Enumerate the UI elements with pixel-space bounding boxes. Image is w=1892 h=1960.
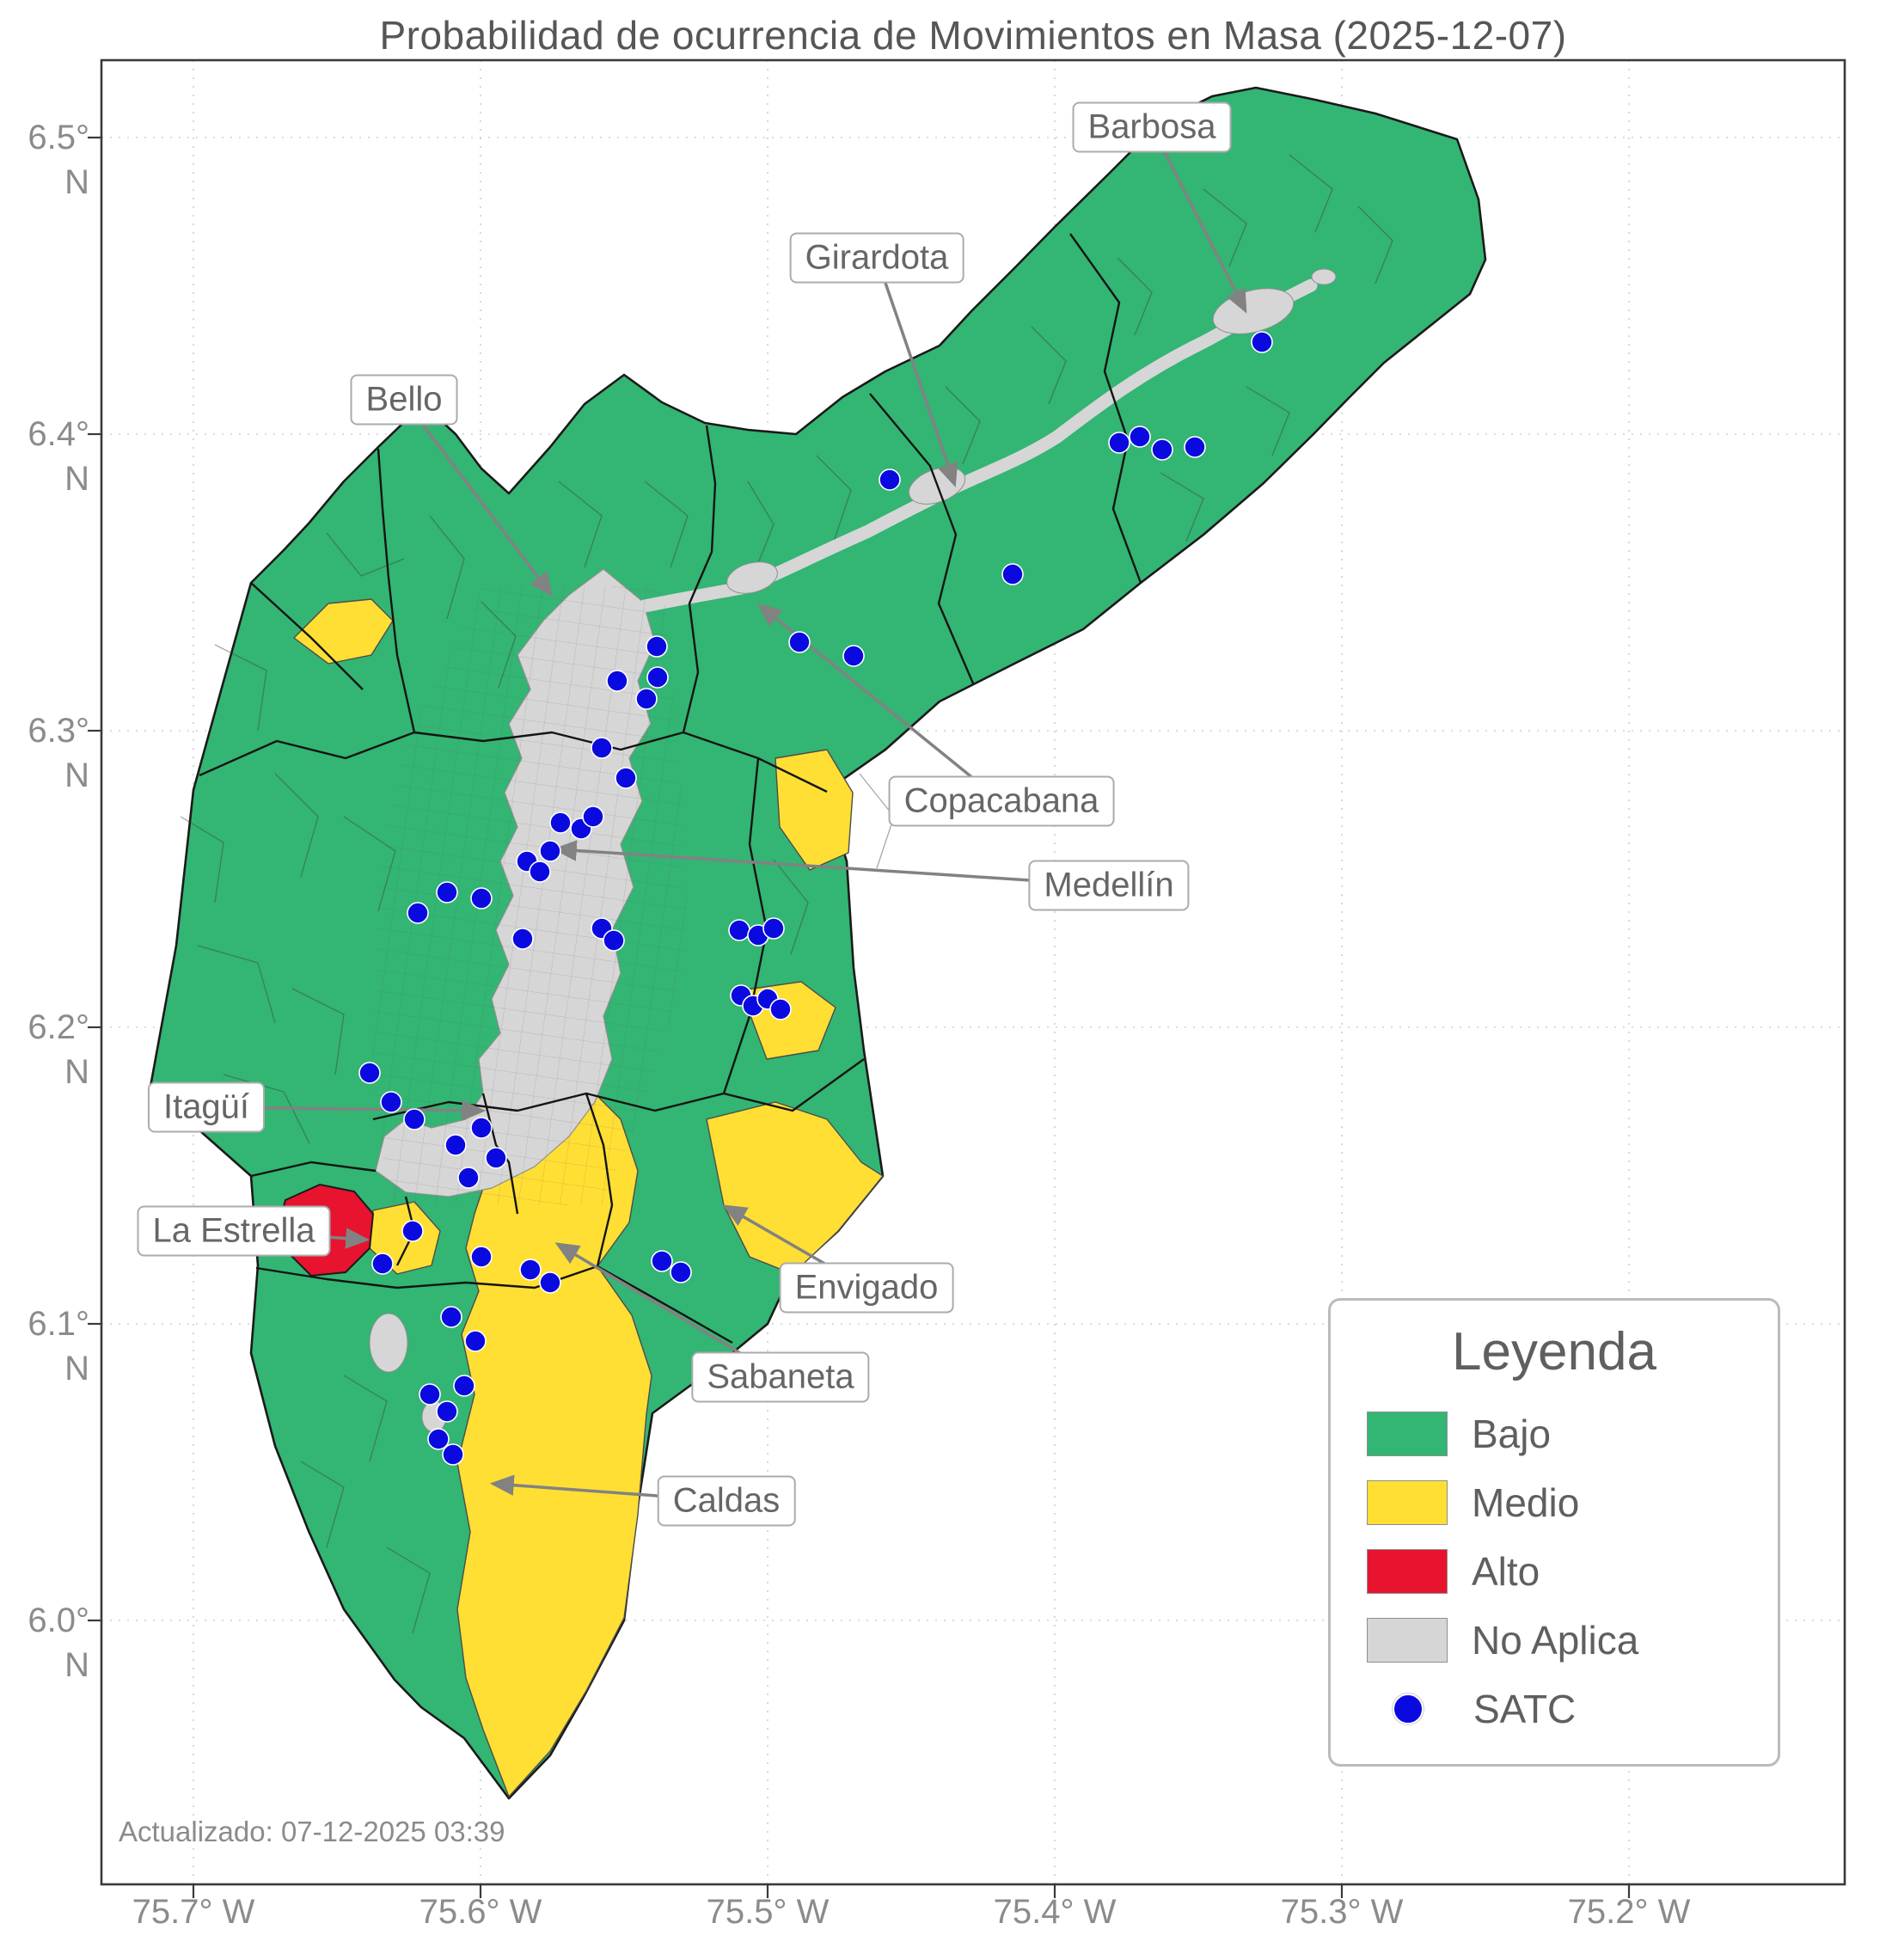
y-tick-label-0: 6.5° N <box>28 119 89 201</box>
satc-point <box>591 737 613 759</box>
map-title: Probabilidad de ocurrencia de Movimiento… <box>379 13 1567 58</box>
legend-swatch-medio <box>1367 1480 1448 1525</box>
legend-item-satc: SATC <box>1331 1675 1778 1743</box>
regions-medio <box>293 598 884 1798</box>
satc-point <box>457 1167 480 1189</box>
legend-satc-marker <box>1393 1694 1424 1724</box>
satc-point <box>440 1306 462 1328</box>
annotation-label-bello: Bello <box>350 374 458 426</box>
satc-point <box>511 928 534 950</box>
satc-point <box>470 1117 493 1139</box>
satc-point <box>842 645 865 667</box>
annotation-label-itagui: Itagüí <box>147 1081 266 1133</box>
annotation-label-medellin: Medellín <box>1028 860 1190 911</box>
legend-item-medio: Medio <box>1331 1468 1778 1537</box>
annotation-label-la-estrella: La Estrella <box>137 1205 331 1257</box>
annotation-label-barbosa: Barbosa <box>1072 101 1232 153</box>
legend-item-bajo: Bajo <box>1331 1400 1778 1468</box>
legend-swatch-alto <box>1367 1549 1448 1594</box>
annotation-arrow-barbosa <box>1150 126 1247 314</box>
satc-point <box>453 1375 475 1397</box>
satc-point <box>762 917 785 940</box>
x-tick-label-4: 75.3° W <box>1280 1893 1404 1931</box>
legend-swatch-no-aplica <box>1367 1618 1448 1663</box>
satc-point <box>419 1383 441 1406</box>
satc-point <box>380 1091 402 1113</box>
legend-item-label: SATC <box>1473 1687 1577 1731</box>
satc-point <box>444 1134 467 1156</box>
satc-point <box>358 1062 381 1084</box>
annotation-label-sabaneta: Sabaneta <box>691 1351 870 1403</box>
satc-point <box>549 812 572 834</box>
y-tick-label-3: 6.2° N <box>28 1008 89 1091</box>
satc-point <box>436 881 458 903</box>
satc-point <box>582 805 604 828</box>
satc-point <box>728 919 750 941</box>
satc-point <box>1184 436 1206 458</box>
satc-point <box>464 1330 487 1352</box>
axes-frame <box>88 58 1846 1898</box>
satc-point <box>407 902 429 924</box>
satc-point <box>1001 563 1024 585</box>
annotation-arrow-girardota <box>875 257 958 487</box>
satc-point <box>646 666 669 689</box>
satc-point <box>788 631 811 653</box>
legend-item-label: Alto <box>1472 1549 1540 1594</box>
annotation-label-caldas: Caldas <box>657 1475 796 1527</box>
satc-point <box>879 469 901 491</box>
satc-point <box>427 1428 450 1450</box>
satc-point <box>529 861 551 883</box>
legend-item-label: No Aplica <box>1472 1618 1639 1663</box>
satc-point <box>670 1261 692 1283</box>
annotation-label-girardota: Girardota <box>789 232 964 284</box>
legend-item-label: Bajo <box>1472 1412 1552 1456</box>
satc-point <box>1151 438 1173 461</box>
x-tick-label-1: 75.6° W <box>419 1893 542 1931</box>
satc-point <box>635 688 658 710</box>
satc-point <box>401 1220 424 1242</box>
x-tick-label-2: 75.5° W <box>706 1893 830 1931</box>
x-tick-label-0: 75.7° W <box>132 1893 255 1931</box>
x-tick-label-5: 75.2° W <box>1567 1893 1691 1931</box>
satc-layer <box>358 331 1273 1466</box>
y-tick-label-5: 6.0° N <box>28 1602 89 1684</box>
satc-point <box>646 635 668 658</box>
updated-timestamp: Actualizado: 07-12-2025 03:39 <box>119 1816 505 1847</box>
x-tick-label-3: 75.4° W <box>993 1893 1117 1931</box>
legend-item-no-aplica: No Aplica <box>1331 1606 1778 1675</box>
satc-point <box>519 1259 542 1281</box>
region-bajo-metro-outline <box>149 86 1487 1800</box>
y-tick-label-4: 6.1° N <box>28 1305 89 1387</box>
satc-point <box>485 1147 507 1169</box>
annotation-label-copacabana: Copacabana <box>888 775 1115 827</box>
annotation-arrow-medellin <box>552 840 1110 887</box>
legend-item-alto: Alto <box>1331 1537 1778 1606</box>
satc-point <box>603 929 625 952</box>
annotation-label-envigado: Envigado <box>779 1262 954 1314</box>
legend-swatch-bajo <box>1367 1412 1448 1456</box>
legend-item-label: Medio <box>1472 1480 1580 1525</box>
satc-point <box>1129 426 1151 448</box>
satc-point <box>606 670 628 692</box>
satc-point <box>769 998 792 1020</box>
satc-point <box>470 887 493 910</box>
satc-point <box>539 840 561 862</box>
satc-point <box>1251 331 1273 353</box>
y-tick-label-1: 6.4° N <box>28 415 89 498</box>
satc-point <box>615 767 637 789</box>
satc-point <box>371 1253 394 1275</box>
satc-point <box>403 1108 426 1130</box>
satc-point <box>436 1400 458 1423</box>
legend: Leyenda Bajo Medio Alto No Aplica SATC <box>1328 1298 1780 1767</box>
satc-point <box>1108 432 1130 454</box>
satc-point <box>539 1271 561 1294</box>
satc-point <box>442 1443 464 1466</box>
annotation-arrow-bello <box>402 398 554 597</box>
satc-point <box>651 1250 673 1272</box>
legend-title: Leyenda <box>1452 1322 1656 1381</box>
satc-point <box>470 1246 493 1268</box>
y-tick-label-2: 6.3° N <box>28 712 89 794</box>
